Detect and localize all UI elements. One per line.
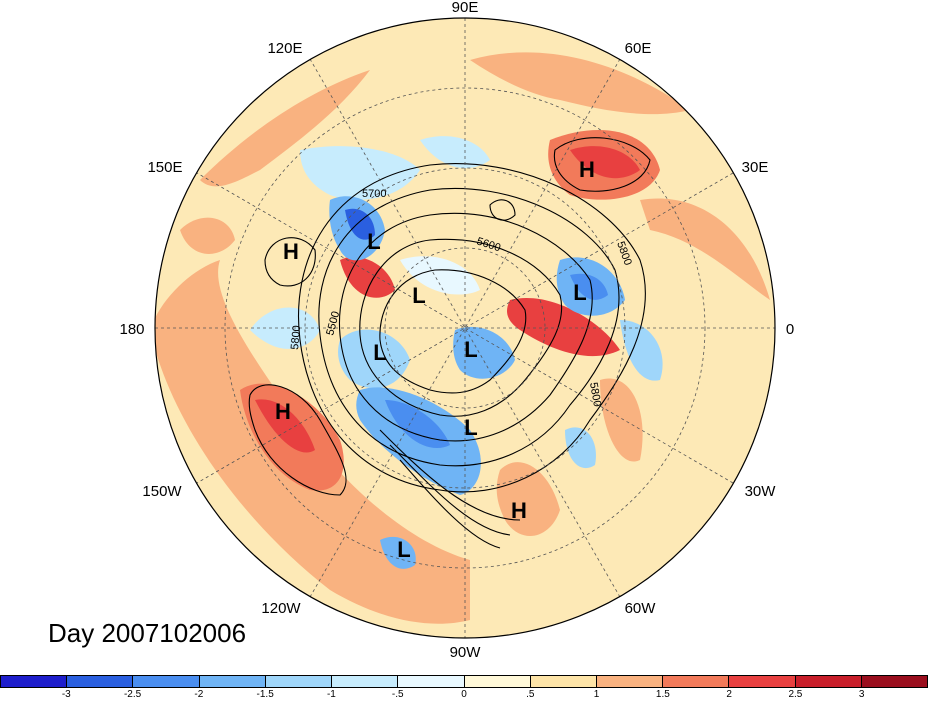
- colorbar-swatch: [861, 676, 928, 687]
- colorbar-swatch: [398, 676, 465, 687]
- colorbar-tick-label: -2: [194, 689, 204, 700]
- low-center-mexico: L: [397, 537, 410, 562]
- colorbar-swatch: [133, 676, 200, 687]
- lon-label-120e: 120E: [267, 40, 302, 57]
- map-boundary: [154, 17, 776, 639]
- colorbar-tick-label: -2.5: [123, 689, 142, 700]
- high-center-east-pacific: H: [275, 399, 291, 424]
- colorbar-tick-label: -1.5: [256, 689, 274, 700]
- colorbar-swatch: [530, 676, 597, 687]
- lon-label-120w: 120W: [261, 600, 301, 617]
- lon-label-150w: 150W: [142, 483, 182, 500]
- contour-label-5800-south: 5800: [587, 381, 603, 407]
- colorbar-tick-label: -.5: [391, 689, 404, 700]
- contour-label-5700: 5700: [362, 188, 386, 200]
- high-center-atlantic: H: [511, 498, 527, 523]
- map-title: Day 2007102006: [48, 618, 247, 648]
- low-center-europe: L: [573, 280, 586, 305]
- lon-label-150e: 150E: [147, 159, 182, 176]
- high-center-siberia: H: [579, 157, 595, 182]
- colorbar-swatch: [729, 676, 796, 687]
- colorbar-tick-label: 2: [726, 689, 732, 700]
- high-center-west-pacific: H: [283, 239, 299, 264]
- colorbar-tick-label: -1: [326, 689, 336, 700]
- colorbar-swatch: [332, 676, 399, 687]
- contour-label-5800-west: 5800: [289, 325, 303, 350]
- low-center-japan: L: [367, 229, 380, 254]
- lon-label-60w: 60W: [625, 600, 657, 617]
- colorbar-swatch: [663, 676, 730, 687]
- colorbar-swatch: [67, 676, 134, 687]
- lon-label-30w: 30W: [745, 483, 777, 500]
- colorbar-swatch: [1, 676, 68, 687]
- colorbar-tick-label: 1.5: [655, 689, 670, 700]
- colorbar-swatch: [265, 676, 333, 687]
- lon-label-90e: 90E: [452, 0, 479, 16]
- lon-label-30e: 30E: [742, 159, 769, 176]
- colorbar-tick-label: 0: [461, 689, 467, 700]
- low-center-pole: L: [464, 337, 477, 362]
- colorbar-swatch: [795, 676, 862, 687]
- colorbar-ticks: -3 -2.5 -2 -1.5 -1 -.5 0 .5 1 1.5 2 2.5 3: [0, 689, 928, 702]
- lon-label-90w: 90W: [450, 644, 482, 661]
- low-center-alaska: L: [373, 340, 386, 365]
- colorbar-swatch: [464, 676, 531, 687]
- colorbar-tick-label: 3: [858, 689, 865, 700]
- colorbar-swatch: [596, 676, 664, 687]
- colorbar-tick-label: 2.5: [788, 689, 803, 700]
- colorbar-tick-label: 1: [593, 689, 600, 700]
- colorbar-tick-label: -3: [61, 689, 71, 700]
- colorbar: [0, 675, 928, 688]
- low-center-hudson: L: [464, 415, 477, 440]
- lon-label-60e: 60E: [625, 40, 652, 57]
- colorbar-tick-label: .5: [526, 689, 535, 700]
- low-center-kamchatka: L: [412, 283, 425, 308]
- colorbar-swatch: [199, 676, 266, 687]
- lon-label-0: 0: [786, 321, 794, 338]
- lon-label-180: 180: [119, 321, 144, 338]
- anomaly-field: [155, 18, 775, 638]
